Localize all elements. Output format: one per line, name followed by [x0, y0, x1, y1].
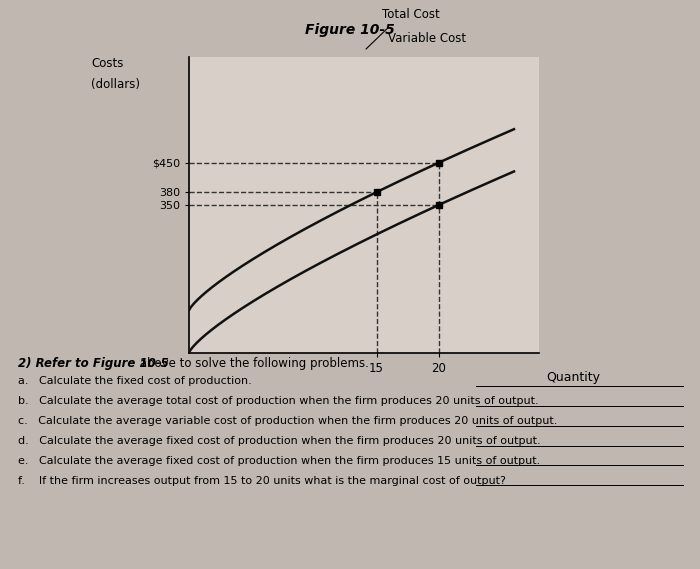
Text: above to solve the following problems.: above to solve the following problems. [136, 357, 370, 370]
Text: f.    If the firm increases output from 15 to 20 units what is the marginal cost: f. If the firm increases output from 15 … [18, 476, 505, 486]
Text: Figure 10-5: Figure 10-5 [305, 23, 395, 37]
Text: (dollars): (dollars) [91, 77, 140, 90]
Text: a.   Calculate the fixed cost of production.: a. Calculate the fixed cost of productio… [18, 376, 251, 386]
Text: e.   Calculate the average fixed cost of production when the firm produces 15 un: e. Calculate the average fixed cost of p… [18, 456, 540, 466]
Text: Total Cost: Total Cost [382, 9, 440, 22]
Text: Quantity: Quantity [546, 370, 600, 384]
Text: 2) Refer to Figure 10-5: 2) Refer to Figure 10-5 [18, 357, 168, 370]
Text: d.   Calculate the average fixed cost of production when the firm produces 20 un: d. Calculate the average fixed cost of p… [18, 436, 540, 446]
Text: Variable Cost: Variable Cost [389, 32, 467, 45]
Text: b.   Calculate the average total cost of production when the firm produces 20 un: b. Calculate the average total cost of p… [18, 396, 538, 406]
Text: Costs: Costs [91, 57, 123, 70]
Text: c.   Calculate the average variable cost of production when the firm produces 20: c. Calculate the average variable cost o… [18, 416, 557, 426]
